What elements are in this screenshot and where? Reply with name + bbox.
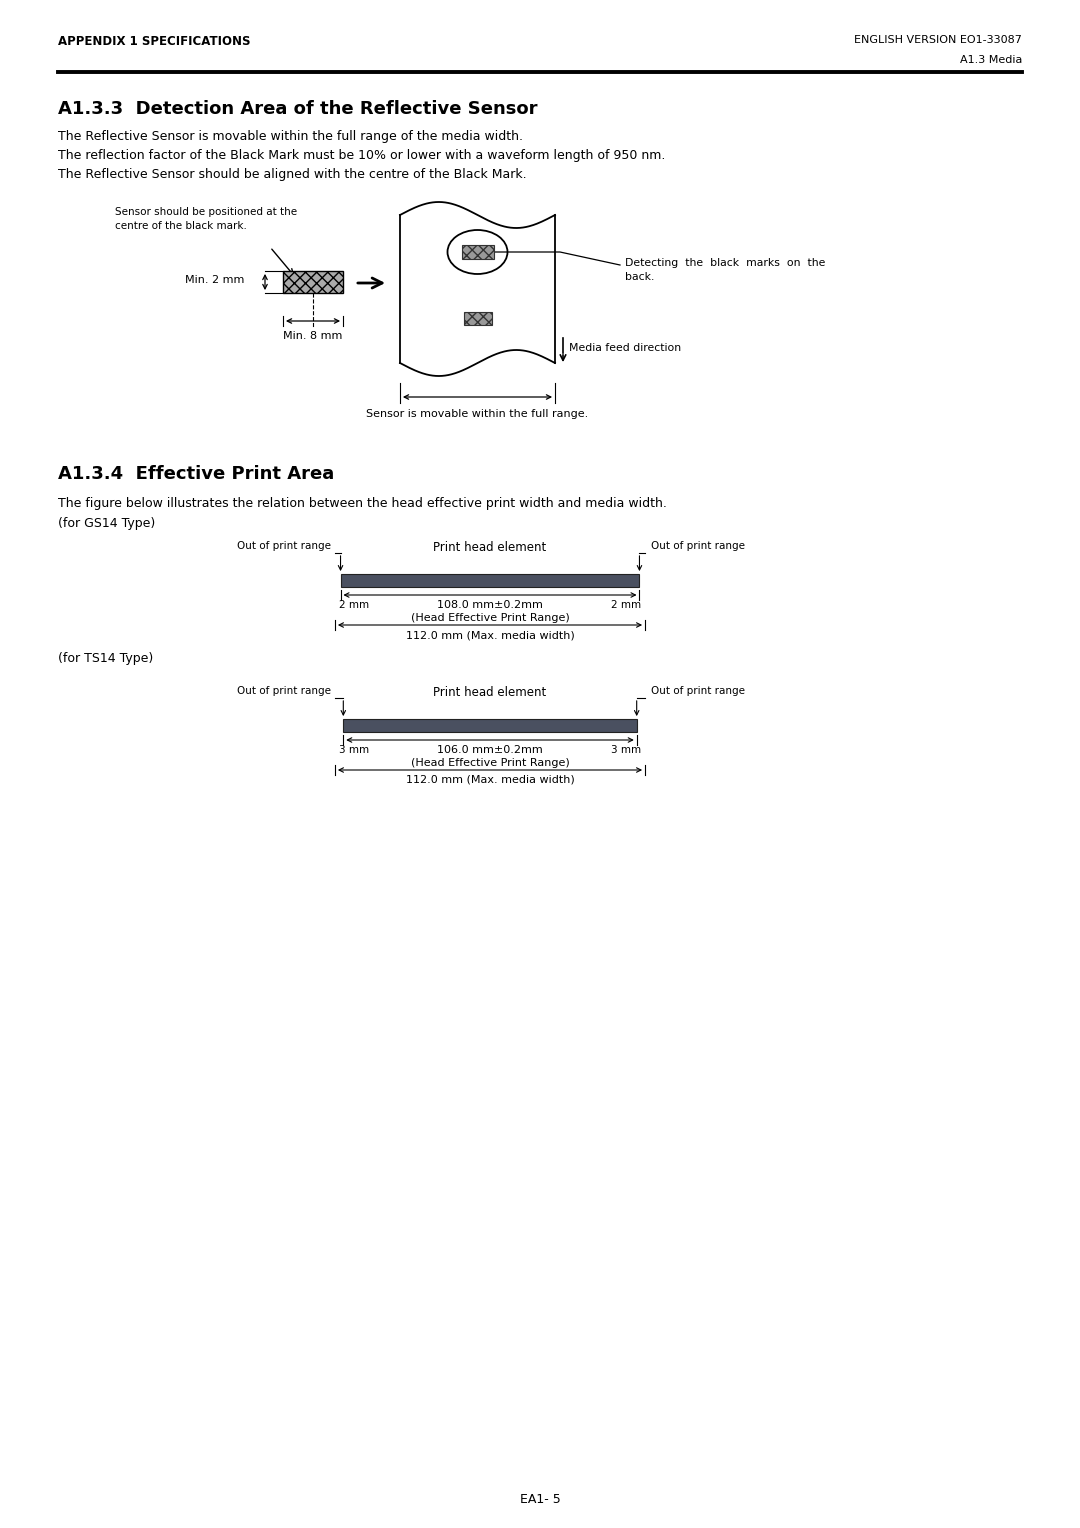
Text: (for GS14 Type): (for GS14 Type)	[58, 516, 156, 530]
Text: Min. 2 mm: Min. 2 mm	[185, 275, 244, 286]
Text: Out of print range: Out of print range	[651, 541, 745, 552]
Text: ENGLISH VERSION EO1-33087: ENGLISH VERSION EO1-33087	[854, 35, 1022, 44]
Text: Sensor should be positioned at the: Sensor should be positioned at the	[114, 206, 297, 217]
Bar	[461, 244, 494, 260]
Text: (for TS14 Type): (for TS14 Type)	[58, 652, 153, 665]
Text: Media feed direction: Media feed direction	[569, 342, 681, 353]
Text: Detecting  the  black  marks  on  the
back.: Detecting the black marks on the back.	[625, 258, 825, 283]
Text: A1.3.3  Detection Area of the Reflective Sensor: A1.3.3 Detection Area of the Reflective …	[58, 99, 538, 118]
Text: 112.0 mm (Max. media width): 112.0 mm (Max. media width)	[406, 775, 575, 785]
Text: (Head Effective Print Range): (Head Effective Print Range)	[410, 613, 569, 623]
Text: 106.0 mm±0.2mm: 106.0 mm±0.2mm	[437, 746, 543, 755]
Text: The Reflective Sensor is movable within the full range of the media width.: The Reflective Sensor is movable within …	[58, 130, 523, 144]
Text: EA1- 5: EA1- 5	[519, 1493, 561, 1507]
Text: 108.0 mm±0.2mm: 108.0 mm±0.2mm	[437, 601, 543, 610]
Text: The figure below illustrates the relation between the head effective print width: The figure below illustrates the relatio…	[58, 497, 666, 510]
Text: 2 mm: 2 mm	[611, 601, 642, 610]
Text: Out of print range: Out of print range	[237, 686, 330, 695]
Text: The Reflective Sensor should be aligned with the centre of the Black Mark.: The Reflective Sensor should be aligned …	[58, 168, 527, 180]
Text: Print head element: Print head element	[433, 686, 546, 698]
Bar	[340, 575, 639, 587]
Text: The reflection factor of the Black Mark must be 10% or lower with a waveform len: The reflection factor of the Black Mark …	[58, 150, 665, 162]
Text: centre of the black mark.: centre of the black mark.	[114, 222, 247, 231]
Bar	[283, 270, 343, 293]
Text: Out of print range: Out of print range	[651, 686, 745, 695]
Text: 3 mm: 3 mm	[339, 746, 369, 755]
Text: 112.0 mm (Max. media width): 112.0 mm (Max. media width)	[406, 630, 575, 640]
Text: Out of print range: Out of print range	[237, 541, 330, 552]
Text: (Head Effective Print Range): (Head Effective Print Range)	[410, 758, 569, 769]
Text: 3 mm: 3 mm	[611, 746, 642, 755]
Text: A1.3 Media: A1.3 Media	[960, 55, 1022, 66]
Text: Min. 8 mm: Min. 8 mm	[283, 332, 342, 341]
Bar	[463, 312, 491, 324]
Text: 2 mm: 2 mm	[339, 601, 369, 610]
Bar	[343, 720, 637, 732]
Text: A1.3.4  Effective Print Area: A1.3.4 Effective Print Area	[58, 465, 334, 483]
Text: APPENDIX 1 SPECIFICATIONS: APPENDIX 1 SPECIFICATIONS	[58, 35, 251, 47]
Text: Sensor is movable within the full range.: Sensor is movable within the full range.	[366, 410, 589, 419]
Text: Print head element: Print head element	[433, 541, 546, 555]
